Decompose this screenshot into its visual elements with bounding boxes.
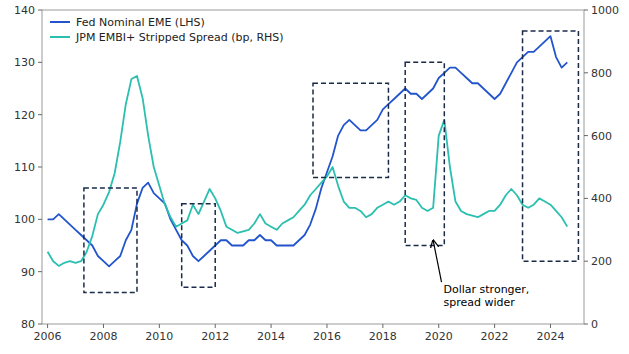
x-tick [550,324,551,328]
y-tick-label: 140 [14,4,35,17]
x-tick [103,324,104,328]
x-tick [382,324,383,328]
y-tick [38,219,42,220]
series-line [48,36,568,266]
y-tick-label: 110 [14,161,35,174]
plot-frame [42,10,584,324]
y2-tick-label: 400 [591,192,612,205]
annotation-line: Dollar stronger, [444,283,530,296]
y-tick-label: 130 [14,56,35,69]
x-tick [494,324,495,328]
legend-label: Fed Nominal EME (LHS) [76,16,205,29]
annotation-arrow [433,240,441,282]
y2-tick [584,135,588,136]
x-tick-label: 2022 [481,330,509,343]
y2-tick-label: 800 [591,67,612,80]
y-tick [38,62,42,63]
y2-tick [584,10,588,11]
x-tick-label: 2014 [257,330,285,343]
x-tick-label: 2020 [425,330,453,343]
y-tick-label: 80 [21,318,35,331]
y-tick [38,271,42,272]
highlight-box [84,188,137,293]
annotation-line: spread wider [444,296,516,309]
y2-tick-label: 1000 [591,4,619,17]
x-tick-label: 2010 [145,330,173,343]
y-tick [38,167,42,168]
x-tick-label: 2018 [369,330,397,343]
y-tick-label: 90 [21,266,35,279]
x-tick [159,324,160,328]
y2-tick [584,72,588,73]
x-tick-label: 2024 [536,330,564,343]
y2-tick [584,324,588,325]
y-tick [38,10,42,11]
x-tick-label: 2006 [34,330,62,343]
y-tick-label: 100 [14,213,35,226]
x-tick-label: 2008 [89,330,117,343]
x-tick [215,324,216,328]
legend-swatch [50,21,70,23]
highlight-box [405,62,444,245]
y-tick [38,324,42,325]
highlight-box [182,204,216,288]
x-tick-label: 2012 [201,330,229,343]
y-tick [38,114,42,115]
legend-label: JPM EMBI+ Stripped Spread (bp, RHS) [75,31,284,44]
y2-tick-label: 0 [591,318,598,331]
x-tick [438,324,439,328]
y2-tick-label: 200 [591,255,612,268]
x-tick [326,324,327,328]
x-tick [271,324,272,328]
series-line [48,76,568,266]
annotation: Dollar stronger,spread wider [444,283,530,309]
y2-tick [584,198,588,199]
x-tick [47,324,48,328]
x-tick-label: 2016 [313,330,341,343]
plot-area [48,31,579,293]
y2-tick [584,261,588,262]
y2-tick-label: 600 [591,130,612,143]
chart: 2006 2008 2010 2012 2014 2016 2018 2020 2022 2024… [0,0,629,354]
legend-swatch [50,36,70,38]
legend: Fed Nominal EME (LHS) JPM EMBI+ Stripped … [50,16,284,44]
y-tick-label: 120 [14,109,35,122]
highlight-box [313,83,388,177]
highlight-box [523,31,579,261]
